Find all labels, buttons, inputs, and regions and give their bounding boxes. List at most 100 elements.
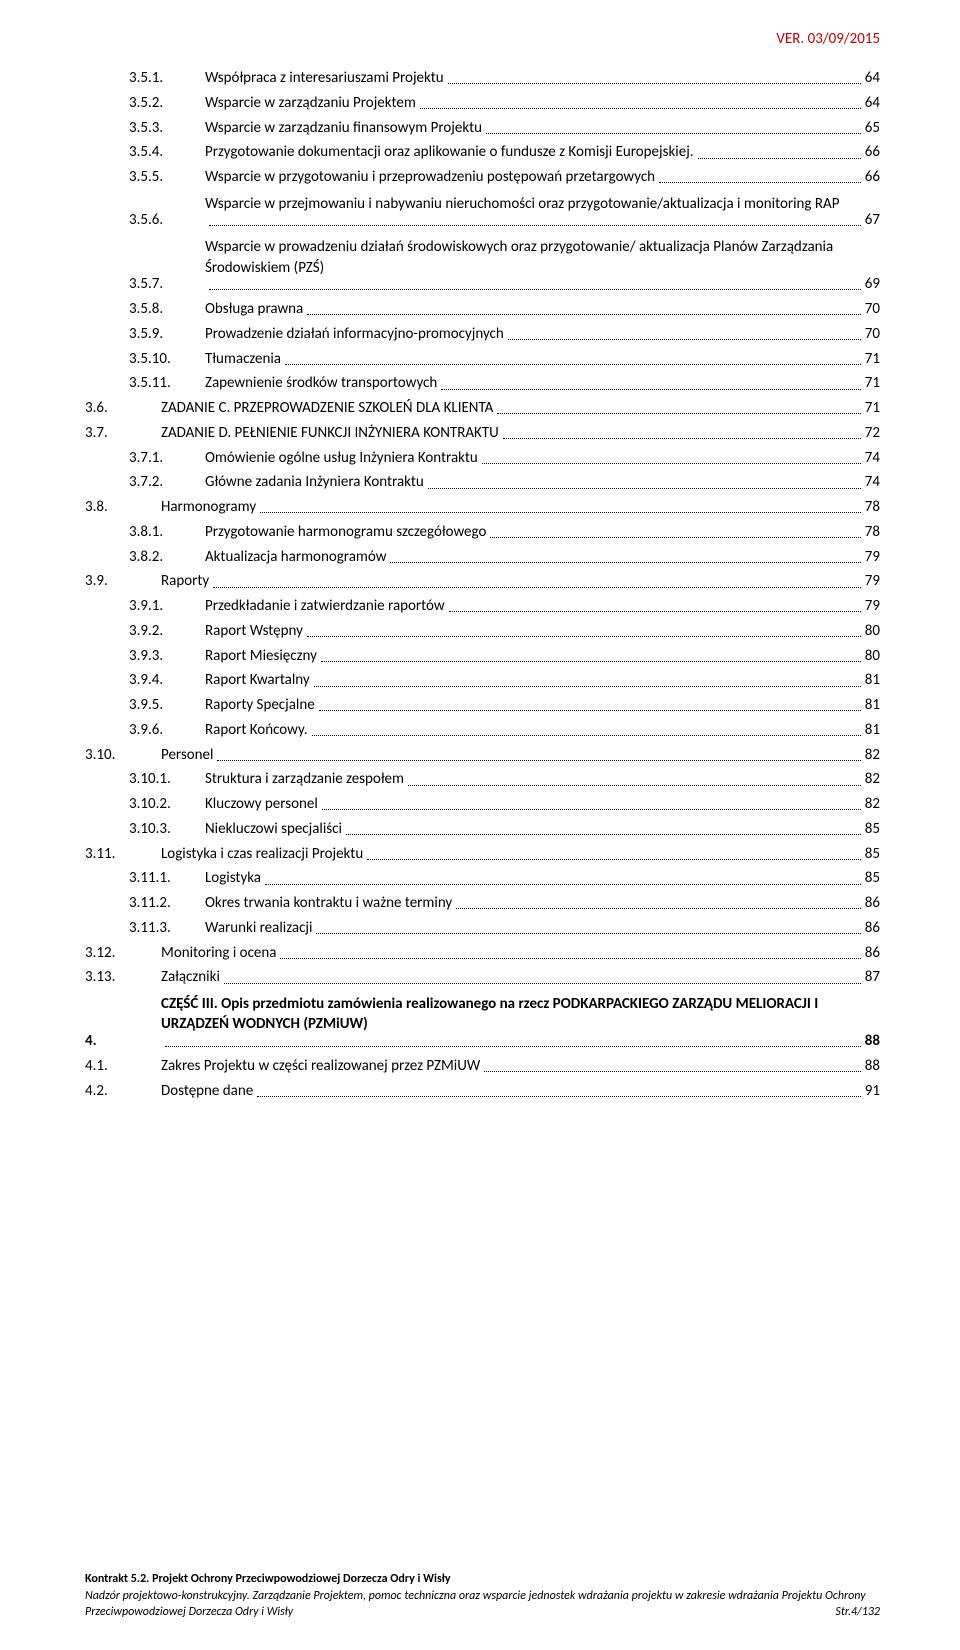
toc-label: Wsparcie w przygotowaniu i przeprowadzen…: [205, 169, 655, 186]
toc-page: 70: [865, 326, 880, 343]
toc-leader-dots: [165, 1046, 861, 1047]
toc-row: 3.7.2.Główne zadania Inżyniera Kontraktu…: [85, 474, 880, 491]
toc-leader-dots: [260, 512, 861, 513]
toc-leader-dots: [314, 686, 861, 687]
toc-leader-dots: [484, 1071, 861, 1072]
table-of-contents: 3.5.1.Współpraca z interesariuszami Proj…: [85, 70, 880, 1107]
toc-label: Harmonogramy: [161, 499, 256, 516]
toc-row: 3.11.Logistyka i czas realizacji Projekt…: [85, 846, 880, 863]
toc-row: 3.5.6.Wsparcie w przejmowaniu i nabywani…: [85, 194, 880, 230]
toc-row: 3.9.Raporty 79: [85, 573, 880, 590]
toc-label: Raporty Specjalne: [205, 697, 315, 714]
toc-leader-dots: [280, 958, 860, 959]
toc-leader-dots: [224, 983, 861, 984]
toc-label: CZĘŚĆ III. Opis przedmiotu zamówienia re…: [161, 995, 818, 1033]
toc-leader-dots: [408, 785, 861, 786]
toc-label: Zakres Projektu w części realizowanej pr…: [161, 1058, 480, 1075]
toc-row: 3.10.Personel 82: [85, 747, 880, 764]
toc-label: Niekluczowi specjaliści: [205, 821, 342, 838]
toc-label: Tłumaczenia: [205, 351, 281, 368]
toc-label: Struktura i zarządzanie zespołem: [205, 771, 404, 788]
toc-row: 3.5.8.Obsługa prawna 70: [85, 301, 880, 318]
toc-label: Raport Wstępny: [205, 623, 303, 640]
toc-number: 3.5.10.: [129, 351, 205, 368]
toc-leader-dots: [503, 438, 861, 439]
toc-label: Obsługa prawna: [205, 301, 303, 318]
toc-number: 3.7.2.: [129, 474, 205, 491]
toc-number: 3.5.7.: [129, 276, 205, 293]
toc-leader-dots: [257, 1096, 861, 1097]
toc-number: 3.5.3.: [129, 120, 205, 137]
toc-leader-dots: [209, 289, 861, 290]
toc-row: 3.10.1.Struktura i zarządzanie zespołem …: [85, 771, 880, 788]
toc-leader-dots: [486, 133, 861, 134]
toc-row: 3.6.ZADANIE C. PRZEPROWADZENIE SZKOLEŃ D…: [85, 400, 880, 417]
toc-row: 3.8.Harmonogramy 78: [85, 499, 880, 516]
toc-label: Warunki realizacji: [205, 920, 312, 937]
toc-number: 3.9.: [85, 573, 161, 590]
toc-label: Personel: [161, 747, 213, 764]
toc-number: 3.5.6.: [129, 212, 205, 229]
toc-page: 81: [865, 672, 880, 689]
toc-page: 88: [865, 1058, 880, 1075]
toc-label: Wsparcie w przejmowaniu i nabywaniu nier…: [205, 195, 839, 213]
toc-number: 4.: [85, 1033, 161, 1050]
toc-page: 91: [865, 1083, 880, 1100]
toc-number: 4.1.: [85, 1058, 161, 1075]
toc-page: 64: [865, 95, 880, 112]
toc-number: 3.9.2.: [129, 623, 205, 640]
toc-number: 3.7.1.: [129, 450, 205, 467]
toc-label: Wsparcie w prowadzeniu działań środowisk…: [205, 238, 833, 276]
toc-page: 79: [865, 598, 880, 615]
toc-leader-dots: [285, 364, 861, 365]
toc-leader-dots: [390, 562, 860, 563]
toc-row: 3.9.6.Raport Końcowy. 81: [85, 722, 880, 739]
toc-leader-dots: [316, 933, 860, 934]
toc-row: 3.10.2.Kluczowy personel 82: [85, 796, 880, 813]
toc-label: Współpraca z interesariuszami Projektu: [205, 70, 444, 87]
toc-number: 3.5.2.: [129, 95, 205, 112]
toc-label: Przedkładanie i zatwierdzanie raportów: [205, 598, 445, 615]
toc-page: 64: [865, 70, 880, 87]
toc-page: 85: [865, 870, 880, 887]
toc-row: 3.8.1.Przygotowanie harmonogramu szczegó…: [85, 524, 880, 541]
toc-number: 3.6.: [85, 400, 161, 417]
toc-page: 85: [865, 821, 880, 838]
toc-label: Raport Końcowy.: [205, 722, 308, 739]
toc-label: ZADANIE D. PEŁNIENIE FUNKCJI INŻYNIERA K…: [161, 425, 499, 442]
toc-page: 81: [865, 697, 880, 714]
toc-label: Zapewnienie środków transportowych: [205, 375, 437, 392]
toc-row: 3.11.1.Logistyka 85: [85, 870, 880, 887]
toc-page: 81: [865, 722, 880, 739]
toc-leader-dots: [307, 636, 861, 637]
toc-leader-dots: [508, 339, 861, 340]
toc-row: 4.1.Zakres Projektu w części realizowane…: [85, 1058, 880, 1075]
toc-row: 3.7.ZADANIE D. PEŁNIENIE FUNKCJI INŻYNIE…: [85, 425, 880, 442]
footer-line2: Nadzór projektowo-konstrukcyjny. Zarządz…: [85, 1588, 880, 1620]
toc-row: 3.5.1.Współpraca z interesariuszami Proj…: [85, 70, 880, 87]
toc-number: 3.10.1.: [129, 771, 205, 788]
toc-number: 3.9.1.: [129, 598, 205, 615]
footer-page-number: Str.4/132: [835, 1604, 880, 1620]
toc-leader-dots: [265, 884, 861, 885]
toc-leader-dots: [217, 760, 860, 761]
toc-row: 3.5.7.Wsparcie w prowadzeniu działań śro…: [85, 237, 880, 293]
toc-page: 80: [865, 648, 880, 665]
toc-number: 3.9.4.: [129, 672, 205, 689]
toc-row: 3.9.5.Raporty Specjalne 81: [85, 697, 880, 714]
toc-leader-dots: [482, 463, 861, 464]
toc-leader-dots: [319, 710, 861, 711]
toc-number: 3.11.: [85, 846, 161, 863]
toc-row: 3.11.3.Warunki realizacji 86: [85, 920, 880, 937]
toc-page: 82: [865, 771, 880, 788]
toc-leader-dots: [312, 735, 861, 736]
toc-number: 3.8.2.: [129, 549, 205, 566]
toc-number: 3.11.3.: [129, 920, 205, 937]
toc-leader-dots: [490, 537, 860, 538]
toc-row: 3.7.1.Omówienie ogólne usług Inżyniera K…: [85, 450, 880, 467]
toc-label: Kluczowy personel: [205, 796, 318, 813]
toc-leader-dots: [449, 611, 861, 612]
toc-row: 3.9.4.Raport Kwartalny 81: [85, 672, 880, 689]
toc-label: Przygotowanie dokumentacji oraz aplikowa…: [205, 144, 694, 161]
toc-page: 71: [865, 400, 880, 417]
